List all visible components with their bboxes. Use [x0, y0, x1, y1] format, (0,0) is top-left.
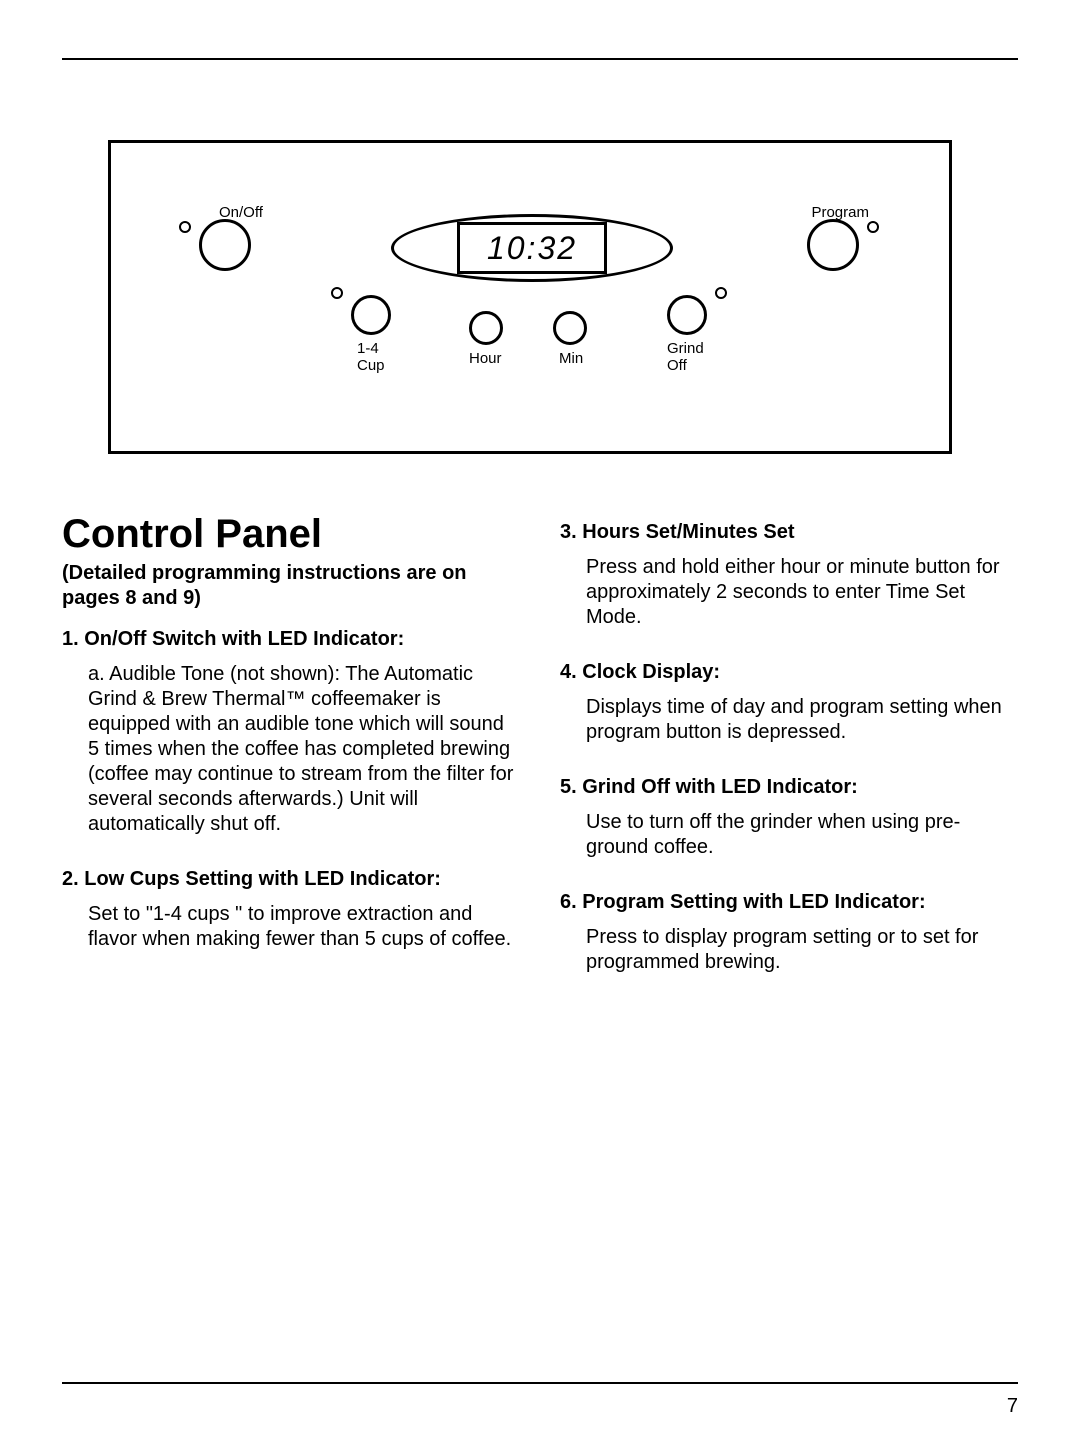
item-2-body: Set to "1-4 cups " to improve extraction…: [62, 902, 520, 952]
subhead: (Detailed programming instructions are o…: [62, 561, 520, 611]
bottom-rule: [62, 1382, 1018, 1384]
label-cup: 1-4 Cup: [357, 341, 385, 374]
item-4: 4. Clock Display: Displays time of day a…: [560, 660, 1018, 745]
item-5-head-text: Grind Off with LED Indicator:: [582, 776, 858, 798]
item-3-head-text: Hours Set/Minutes Set: [582, 521, 794, 543]
button-hour: [469, 311, 503, 345]
left-column: Control Panel (Detailed programming inst…: [62, 512, 520, 1005]
item-1-head: 1. On/Off Switch with LED Indicator:: [62, 627, 520, 652]
item-6-head: 6. Program Setting with LED Indicator:: [560, 890, 1018, 915]
item-2-head: 2. Low Cups Setting with LED Indicator:: [62, 867, 520, 892]
label-hour: Hour: [469, 351, 502, 368]
text-columns: Control Panel (Detailed programming inst…: [62, 512, 1018, 1005]
right-column: 3. Hours Set/Minutes Set Press and hold …: [560, 512, 1018, 1005]
item-5-num: 5.: [560, 775, 577, 800]
item-3: 3. Hours Set/Minutes Set Press and hold …: [560, 520, 1018, 630]
item-1-body: a. Audible Tone (not shown): The Automat…: [62, 662, 520, 837]
item-3-head: 3. Hours Set/Minutes Set: [560, 520, 1018, 545]
item-1: 1. On/Off Switch with LED Indicator: a. …: [62, 627, 520, 837]
item-2-head-text: Low Cups Setting with LED Indicator:: [84, 868, 441, 890]
item-4-head: 4. Clock Display:: [560, 660, 1018, 685]
page-title: Control Panel: [62, 512, 520, 557]
label-min: Min: [559, 351, 583, 368]
button-grind: [667, 295, 707, 335]
item-1-num: 1.: [62, 627, 79, 652]
control-panel-diagram: On/Off Program 10:32 1-4 Cup Hour Min Gr…: [108, 140, 952, 454]
item-6-num: 6.: [560, 890, 577, 915]
page-number: 7: [1007, 1395, 1018, 1418]
button-program: [807, 219, 859, 271]
led-onoff: [179, 221, 191, 233]
top-rule: [62, 58, 1018, 60]
clock-display: 10:32: [457, 222, 607, 274]
label-grind: Grind Off: [667, 341, 704, 374]
item-4-body: Displays time of day and program setting…: [560, 695, 1018, 745]
button-cup: [351, 295, 391, 335]
item-6-head-text: Program Setting with LED Indicator:: [582, 891, 925, 913]
page: On/Off Program 10:32 1-4 Cup Hour Min Gr…: [0, 0, 1080, 1440]
led-grind: [715, 287, 727, 299]
item-2-num: 2.: [62, 867, 79, 892]
item-2: 2. Low Cups Setting with LED Indicator: …: [62, 867, 520, 952]
item-5-head: 5. Grind Off with LED Indicator:: [560, 775, 1018, 800]
item-6-body: Press to display program setting or to s…: [560, 925, 1018, 975]
item-3-num: 3.: [560, 520, 577, 545]
button-onoff: [199, 219, 251, 271]
led-cup: [331, 287, 343, 299]
item-5-body: Use to turn off the grinder when using p…: [560, 810, 1018, 860]
clock-display-text: 10:32: [487, 230, 577, 267]
item-4-head-text: Clock Display:: [582, 661, 720, 683]
item-4-num: 4.: [560, 660, 577, 685]
item-3-body: Press and hold either hour or minute but…: [560, 555, 1018, 630]
item-6: 6. Program Setting with LED Indicator: P…: [560, 890, 1018, 975]
led-program: [867, 221, 879, 233]
item-5: 5. Grind Off with LED Indicator: Use to …: [560, 775, 1018, 860]
button-min: [553, 311, 587, 345]
item-1-head-text: On/Off Switch with LED Indicator:: [84, 628, 404, 650]
